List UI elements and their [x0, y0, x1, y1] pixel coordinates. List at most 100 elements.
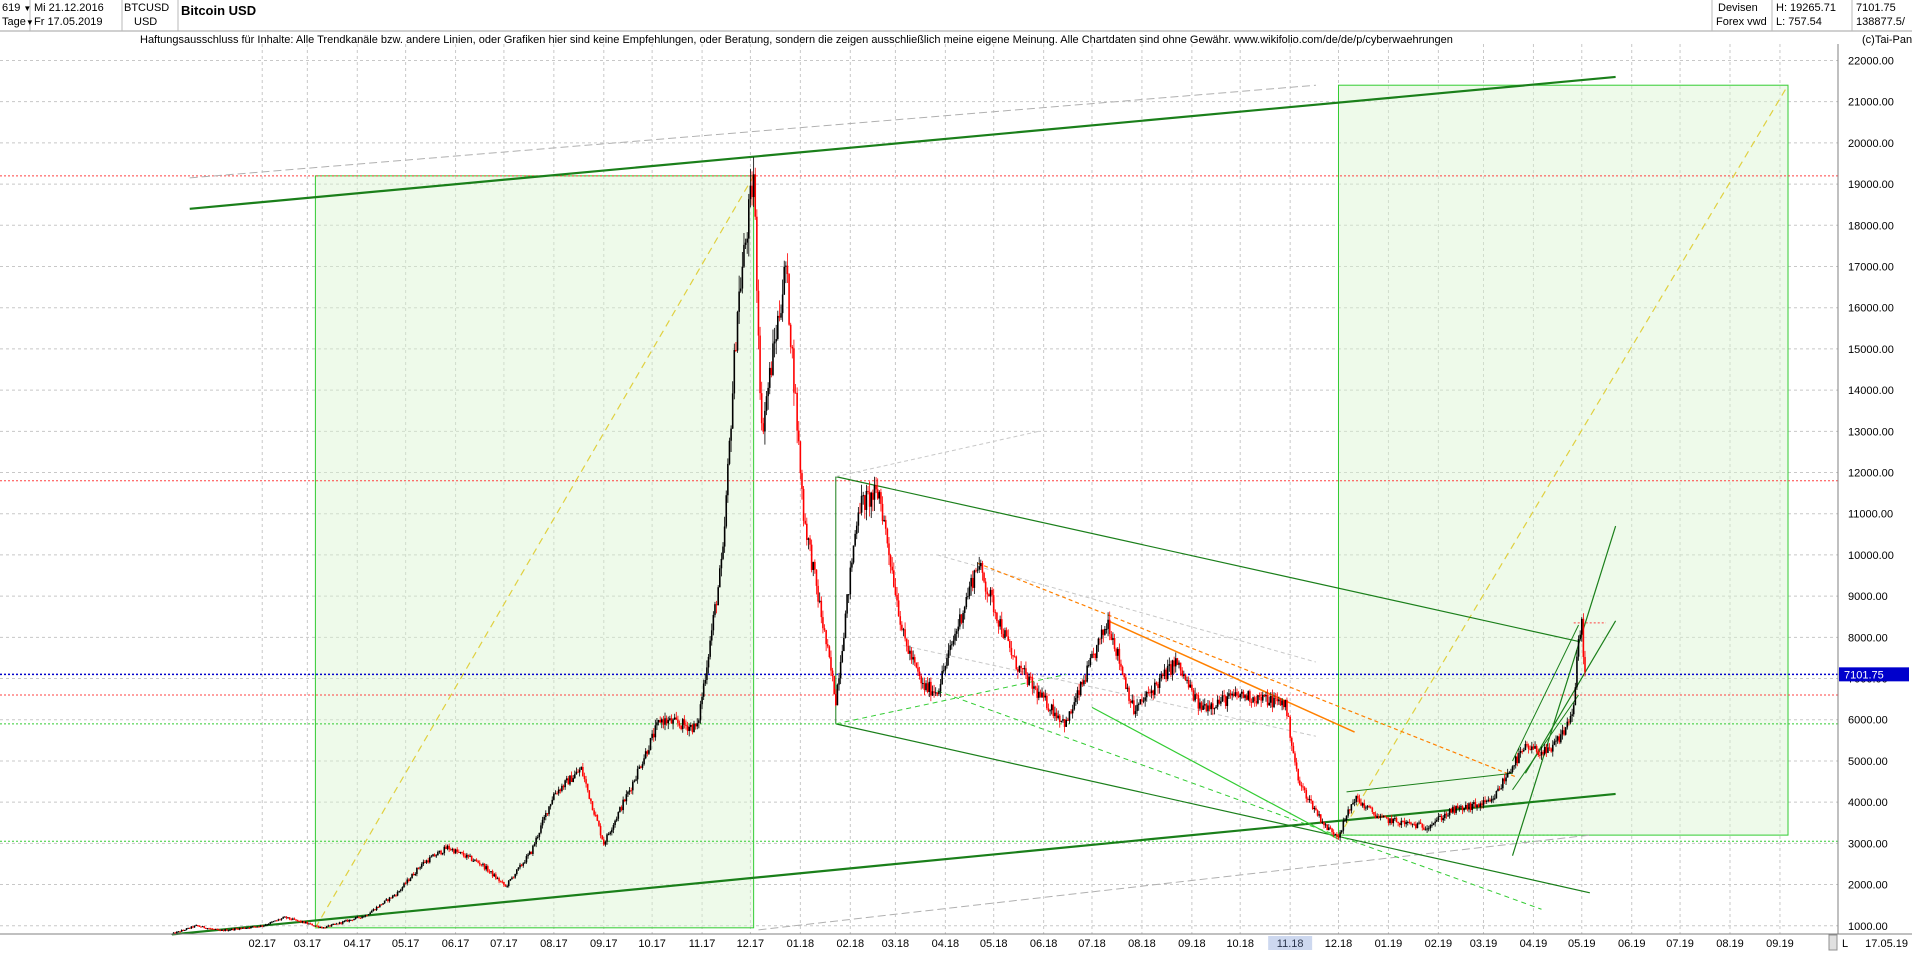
candle-body-538	[1038, 691, 1040, 698]
candle-body-130	[380, 904, 383, 906]
candle-body-152	[416, 867, 418, 874]
candle-671	[1252, 696, 1254, 704]
candle-body-724	[1337, 836, 1340, 838]
candle-body-319	[685, 724, 687, 726]
candle-408	[828, 645, 831, 659]
candle-body-716	[1324, 824, 1327, 826]
candle-body-774	[1418, 822, 1420, 824]
candle-body-528	[1021, 668, 1024, 670]
candle-body-310	[670, 718, 673, 724]
candle-249	[572, 774, 574, 783]
candle-727	[1342, 817, 1345, 834]
candle-592	[1125, 673, 1127, 690]
candle-617	[1165, 667, 1167, 683]
candle-305	[662, 715, 665, 729]
candle-434	[870, 491, 873, 519]
candle-701	[1300, 781, 1303, 791]
candle-762	[1398, 822, 1401, 828]
candle-body-165	[437, 852, 439, 856]
candle-340	[718, 565, 721, 588]
candle-46	[245, 927, 247, 930]
orange-line-2	[1107, 620, 1355, 733]
candle-body-848	[1537, 751, 1540, 755]
candle-273	[611, 827, 613, 836]
candle-body-810	[1476, 804, 1478, 808]
candle-body-800	[1460, 806, 1462, 808]
candle-body-109	[346, 920, 349, 922]
candle-body-521	[1010, 647, 1013, 656]
candle-body-635	[1194, 694, 1196, 701]
candle-835	[1516, 752, 1519, 767]
candle-257	[585, 775, 587, 788]
candle-body-362	[754, 174, 757, 217]
candle-body-241	[559, 789, 562, 791]
candle-body-702	[1302, 786, 1304, 788]
candle-104	[338, 921, 341, 925]
candle-body-157	[424, 861, 426, 863]
candle-680	[1266, 689, 1269, 708]
candle-body-632	[1189, 684, 1192, 688]
candle-605	[1145, 690, 1148, 702]
candle-body-182	[464, 855, 467, 858]
period-selector[interactable]: Tage▼	[2, 16, 34, 28]
candle-381	[785, 261, 787, 284]
candle-129	[379, 904, 381, 908]
candle-body-860	[1556, 736, 1559, 741]
candle-360	[751, 171, 753, 206]
candle-40	[235, 927, 238, 930]
candle-572	[1092, 647, 1095, 659]
candle-830	[1508, 770, 1511, 774]
candle-637	[1197, 692, 1200, 715]
candle-body-371	[768, 367, 771, 388]
candle-708	[1311, 800, 1314, 810]
candle-118	[361, 915, 363, 919]
candle-body-303	[659, 720, 661, 723]
candle-body-384	[789, 324, 792, 347]
candle-body-99	[330, 924, 333, 927]
scrollbar-thumb	[1828, 934, 1838, 951]
candle-body-516	[1002, 633, 1005, 638]
candle-body-62	[271, 921, 273, 923]
candle-766	[1405, 819, 1407, 828]
candle-333	[707, 653, 710, 674]
candle-body-784	[1434, 821, 1436, 824]
candle-body-668	[1247, 691, 1250, 700]
candle-73	[288, 917, 291, 921]
candle-699	[1297, 768, 1300, 784]
y-tick-label-19: 20000.00	[1848, 138, 1894, 150]
candle-body-595	[1129, 700, 1132, 703]
candle-375	[775, 324, 777, 355]
candle-530	[1025, 661, 1027, 680]
y-tick-label-11: 12000.00	[1848, 468, 1894, 480]
candle-77	[295, 919, 297, 921]
candle-245	[565, 775, 568, 783]
candle-147	[408, 878, 410, 883]
candle-462	[915, 662, 918, 669]
candle-556	[1067, 717, 1069, 721]
candle-body-223	[530, 851, 533, 854]
candle-body-431	[865, 490, 868, 510]
candle-body-803	[1464, 804, 1467, 809]
candle-829	[1506, 768, 1509, 778]
candle-body-173	[449, 849, 452, 851]
candle-702	[1302, 783, 1304, 791]
candle-body-617	[1165, 669, 1167, 680]
bar-count[interactable]: 619 ▼	[2, 2, 32, 14]
candle-557	[1068, 711, 1071, 724]
candle-body-73	[288, 917, 291, 920]
candle-body-568	[1086, 665, 1088, 682]
candle-55	[259, 924, 262, 928]
candle-body-821	[1493, 798, 1496, 800]
candle-body-84	[306, 922, 309, 924]
candle-body-32	[222, 929, 225, 931]
candle-858	[1553, 738, 1556, 746]
candle-body-18	[200, 926, 202, 928]
candle-262	[593, 808, 595, 817]
candle-body-639	[1200, 702, 1203, 710]
candle-239	[556, 791, 558, 795]
candle-body-238	[554, 793, 557, 795]
candle-692	[1286, 697, 1288, 720]
candle-body-630	[1186, 679, 1188, 681]
candle-body-197	[488, 871, 491, 873]
candle-body-51	[253, 926, 255, 928]
